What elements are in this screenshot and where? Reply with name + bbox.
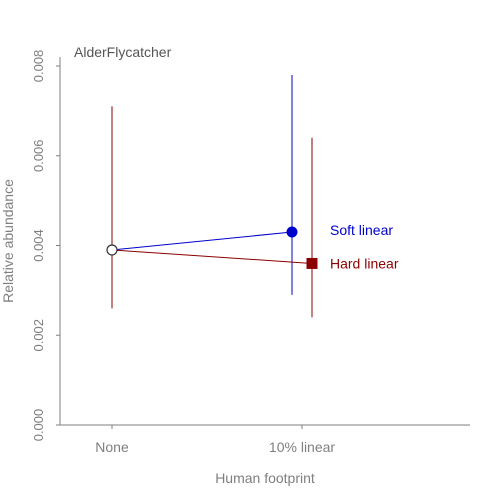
baseline-point (106, 244, 118, 256)
y-tick-label: 0.006 (31, 139, 46, 172)
series-line (111, 231, 293, 251)
x-axis-title: Human footprint (215, 470, 315, 486)
y-tick-label: 0.008 (31, 50, 46, 83)
y-tick-label: 0.002 (31, 319, 46, 352)
series-line (111, 249, 313, 264)
data-point (306, 257, 318, 269)
series-label: Soft linear (330, 222, 393, 238)
y-axis-title: Relative abundance (0, 179, 16, 303)
series-lines (111, 231, 313, 264)
error-bars (111, 74, 313, 318)
labels: Human footprint Relative abundance AlderFl… (0, 44, 399, 486)
x-tick-label: 10% linear (269, 439, 335, 455)
axes: 0.000 0.002 0.004 0.006 0.008 None 10% linear (31, 50, 470, 455)
chart-title: AlderFlycatcher (74, 44, 172, 60)
y-tick-label: 0.004 (31, 229, 46, 262)
series-label: Hard linear (330, 255, 399, 271)
markers (106, 226, 318, 269)
data-point (286, 226, 298, 238)
x-tick-label: None (95, 439, 129, 455)
y-tick-label: 0.000 (31, 409, 46, 442)
